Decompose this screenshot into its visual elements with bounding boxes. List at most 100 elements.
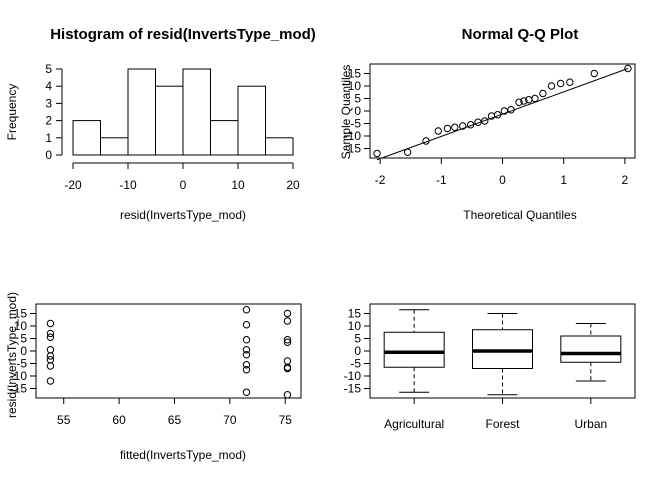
qq-x-tick-label: -2 [375,173,386,187]
resid-fitted-plot-frame [35,303,302,399]
qq-y-tick-label: 10 [348,79,362,93]
boxplot-y-tick-label: 5 [354,332,361,346]
qq-y-tick-label: 15 [348,67,362,81]
qq-x-tick-label: 1 [560,173,567,187]
histogram-x-tick-label: -10 [119,178,137,192]
qq-point [466,121,475,129]
qq-point [590,69,598,78]
resid-fitted-point [283,391,292,399]
resid-fitted-y-label: resid(InvertsType_mod) [5,292,19,418]
histogram-bar [155,85,184,156]
resid-fitted-point [46,319,55,328]
histogram-x-tick-label: 10 [231,178,245,192]
histogram-y-tick-label: 2 [45,114,52,128]
qq-y-tick-label: -10 [344,129,362,143]
boxplot-y-tick-label: -10 [344,369,362,383]
resid-fitted-x-tick-label: 75 [279,413,293,427]
resid-fitted-y-tick-label: 0 [20,344,27,358]
qq-y-label: Sample Quantiles [339,65,353,160]
qq-point [481,117,489,125]
histogram-x-tick-label: -20 [64,178,82,192]
resid-fitted-x-tick-label: 70 [223,413,237,427]
qq-point [507,106,515,114]
histogram-y-tick-label: 3 [45,96,52,110]
resid-fitted-point [46,346,55,354]
histogram-bar [265,137,294,156]
qq-point [474,118,482,126]
histogram-x-tick-label: 0 [180,178,187,192]
histogram-title: Histogram of resid(InvertsType_mod) [50,26,316,43]
resid-fitted-point [283,317,292,325]
resid-fitted-point [283,357,292,365]
resid-fitted-point [283,364,292,373]
histogram-y-tick-label: 5 [45,62,52,76]
boxplot-category-label: Urban [574,417,607,431]
histogram-bar [127,68,156,156]
histogram-x-label: resid(InvertsType_mod) [120,208,246,222]
resid-fitted-point [46,362,55,370]
resid-fitted-y-tick-label: -5 [16,357,27,371]
resid-fitted-x-tick-label: 55 [57,413,71,427]
boxplot-category-label: Agricultural [384,417,444,431]
resid-fitted-y-tick-label: -10 [10,369,28,383]
resid-fitted-point [242,306,251,314]
resid-fitted-point [242,346,251,354]
qq-y-tick-label: -5 [350,117,361,131]
boxplot-box [383,331,445,368]
resid-fitted-x-tick-label: 65 [168,413,182,427]
resid-fitted-y-tick-label: 10 [14,319,28,333]
qq-point [403,148,412,156]
histogram-bar [100,137,129,156]
histogram-y-tick-label: 1 [45,131,52,145]
resid-fitted-point [46,352,55,360]
qq-plot-frame [369,63,636,159]
boxplot-y-tick-label: -15 [344,382,362,396]
histogram-bar [210,120,239,156]
qq-x-label: Theoretical Quantiles [463,208,576,222]
resid-fitted-point [242,351,251,359]
qq-point [539,89,547,98]
resid-fitted-y-tick-label: 5 [20,332,27,346]
boxplot-y-tick-label: 15 [348,307,362,321]
qq-point [566,78,574,86]
histogram-panel: Histogram of resid(InvertsType_mod) resi… [5,26,316,222]
resid-fitted-x-tick-label: 60 [112,413,126,427]
qq-y-tick-label: -15 [344,142,362,156]
qq-point [547,82,556,90]
qq-title: Normal Q-Q Plot [462,26,579,43]
qq-panel: Normal Q-Q Plot Theoretical Quantiles Sa… [339,26,636,222]
qq-point [556,79,565,88]
resid-fitted-point [283,336,292,344]
histogram-bar [182,68,211,156]
qq-point [451,123,459,131]
resid-fitted-point [46,356,55,364]
resid-fitted-point [242,388,251,396]
qq-y-tick-label: 5 [354,92,361,106]
boxplot-category-label: Forest [485,417,520,431]
qq-x-tick-label: 2 [622,173,629,187]
histogram-axes: -20 -10 0 10 20 0 1 2 3 4 5 [45,62,300,192]
boxplot-box [560,335,622,363]
qq-point [500,107,509,115]
resid-fitted-y-tick-label: 15 [14,307,28,321]
histogram-x-tick-label: 20 [286,178,300,192]
histogram-y-label: Frequency [5,84,19,141]
histogram-bars [72,68,294,156]
qq-point [373,149,381,158]
resid-fitted-panel: fitted(InvertsType_mod) resid(InvertsTyp… [5,292,302,462]
qq-point [422,137,430,145]
histogram-bar [237,85,266,156]
resid-fitted-point [46,377,55,385]
resid-fitted-x-label: fitted(InvertsType_mod) [120,448,246,462]
qq-point [493,111,502,119]
qq-point [515,98,523,106]
qq-point [624,64,632,73]
qq-x-tick-label: -1 [436,173,447,187]
qq-x-tick-label: 0 [499,173,506,187]
resid-fitted-point [242,361,251,369]
resid-fitted-point [46,333,55,341]
